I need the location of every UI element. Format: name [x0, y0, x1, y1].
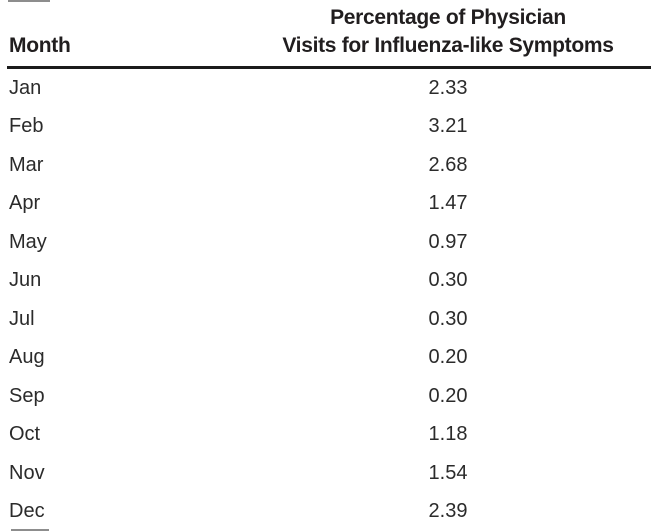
month-cell: Jul [9, 307, 35, 330]
table-row: Aug 0.20 [0, 339, 653, 378]
month-cell: Sep [9, 384, 45, 407]
table-row: Mar 2.68 [0, 146, 653, 185]
month-cell: Apr [9, 192, 41, 215]
month-cell: Jan [9, 76, 42, 99]
value-cell: 1.54 [428, 461, 468, 484]
bottom-rule-fragment [11, 529, 49, 531]
table-row: Jul 0.30 [0, 300, 653, 339]
month-cell: Mar [9, 153, 44, 176]
table-row: Oct 1.18 [0, 416, 653, 455]
month-column-header: Month [9, 34, 71, 57]
table-row: Dec 2.39 [0, 493, 653, 531]
month-cell: Aug [9, 346, 45, 369]
top-rule-fragment [8, 0, 50, 2]
value-cell: 0.20 [428, 384, 468, 407]
value-cell: 1.18 [428, 423, 468, 446]
value-cell: 2.68 [428, 153, 468, 176]
month-cell: Feb [9, 115, 44, 138]
value-cell: 1.47 [428, 192, 468, 215]
value-cell: 2.39 [428, 500, 468, 523]
table-row: Sep 0.20 [0, 377, 653, 416]
month-cell: May [9, 230, 47, 253]
value-cell: 3.21 [428, 115, 468, 138]
value-cell: 0.30 [428, 307, 468, 330]
month-cell: Nov [9, 461, 45, 484]
value-cell: 2.33 [428, 76, 468, 99]
table-row: Jun 0.30 [0, 262, 653, 301]
table-row: Feb 3.21 [0, 108, 653, 147]
month-cell: Dec [9, 500, 45, 523]
table-body: Jan 2.33 Feb 3.21 Mar 2.68 Apr 1.47 May … [0, 69, 653, 531]
percentage-column-header-line2: Visits for Influenza-like Symptoms [282, 34, 614, 57]
table-row: Nov 1.54 [0, 454, 653, 493]
value-cell: 0.30 [428, 269, 468, 292]
value-cell: 0.20 [428, 346, 468, 369]
percentage-column-header: Percentage of Physician Visits for Influ… [246, 4, 650, 60]
month-cell: Oct [9, 423, 41, 446]
percentage-column-header-line1: Percentage of Physician [330, 6, 566, 29]
month-cell: Jun [9, 269, 42, 292]
table-row: May 0.97 [0, 223, 653, 262]
table-row: Jan 2.33 [0, 69, 653, 108]
header-rule [7, 66, 651, 69]
table-row: Apr 1.47 [0, 185, 653, 224]
value-cell: 0.97 [428, 230, 468, 253]
